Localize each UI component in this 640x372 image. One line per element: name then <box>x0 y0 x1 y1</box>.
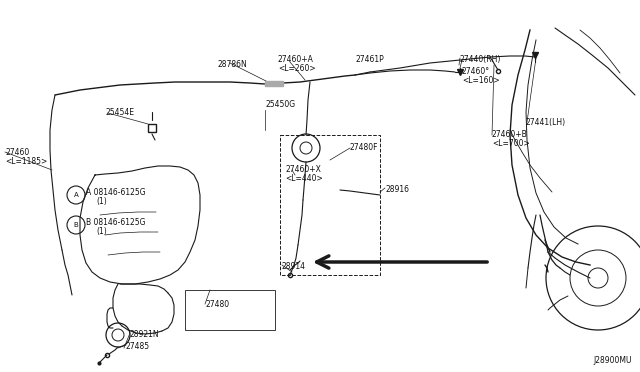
Text: (1): (1) <box>96 227 107 236</box>
Text: 28786N: 28786N <box>218 60 248 69</box>
Text: 27480: 27480 <box>205 300 229 309</box>
Text: <L=440>: <L=440> <box>285 174 323 183</box>
Text: 27485: 27485 <box>126 342 150 351</box>
Bar <box>280 135 380 275</box>
Text: 28914: 28914 <box>282 262 306 271</box>
Text: 27460+A: 27460+A <box>278 55 314 64</box>
Bar <box>185 290 275 330</box>
Text: <L=160>: <L=160> <box>462 76 500 85</box>
Text: 27460°: 27460° <box>462 67 490 76</box>
Text: 27480F: 27480F <box>350 143 378 152</box>
Text: <L=700>: <L=700> <box>492 139 530 148</box>
Text: 27441(LH): 27441(LH) <box>525 118 565 127</box>
Bar <box>265 81 283 86</box>
Text: 25454E: 25454E <box>105 108 134 117</box>
Text: A: A <box>74 192 78 198</box>
Text: 27461P: 27461P <box>355 55 384 64</box>
Text: 27460+B: 27460+B <box>492 130 528 139</box>
Text: A 08146-6125G: A 08146-6125G <box>86 188 146 197</box>
Text: 27440(RH): 27440(RH) <box>460 55 501 64</box>
Text: 28916: 28916 <box>385 185 409 194</box>
Text: B: B <box>74 222 78 228</box>
Text: 28921N: 28921N <box>130 330 159 339</box>
Text: J28900MU: J28900MU <box>593 356 632 365</box>
Text: 27460: 27460 <box>5 148 29 157</box>
Text: <L=1185>: <L=1185> <box>5 157 47 166</box>
Text: <L=260>: <L=260> <box>278 64 316 73</box>
Text: 25450G: 25450G <box>265 100 295 109</box>
Text: (1): (1) <box>96 197 107 206</box>
Text: B 08146-6125G: B 08146-6125G <box>86 218 145 227</box>
Text: 27460+X: 27460+X <box>285 165 321 174</box>
